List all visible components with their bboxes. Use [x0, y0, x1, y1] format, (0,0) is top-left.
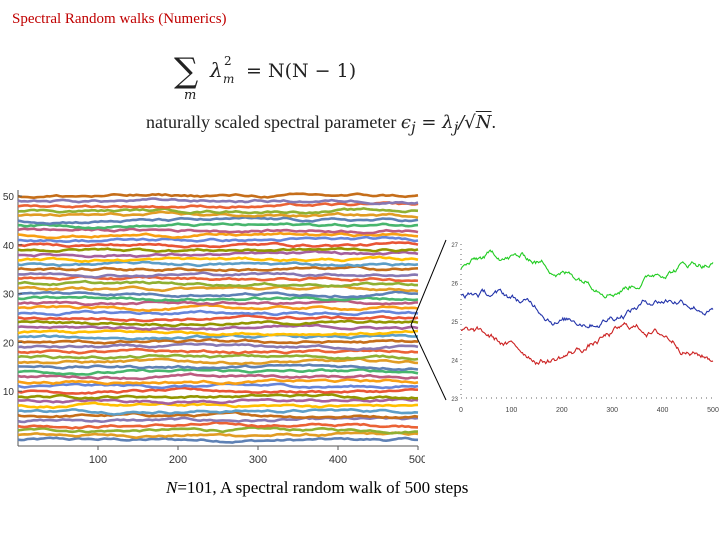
- walk-line: [17, 353, 419, 361]
- walk-line: [17, 431, 419, 440]
- param-eps-sub: j: [410, 118, 416, 137]
- walk-line: [17, 197, 419, 206]
- walk-line: [17, 323, 419, 331]
- walk-line: [17, 241, 419, 249]
- y-tick-label: 50: [3, 192, 15, 203]
- walk-line: [17, 247, 419, 253]
- y-tick-label: 10: [3, 387, 15, 398]
- walk-line: [17, 264, 419, 273]
- walk-line: [17, 309, 419, 317]
- inset-x-tick-label: 200: [556, 407, 568, 414]
- walk-line: [17, 408, 419, 416]
- walk-line: [17, 271, 419, 279]
- walk-line: [17, 436, 418, 444]
- walk-line: [17, 260, 419, 268]
- walk-line: [17, 357, 419, 366]
- walk-line: [17, 342, 419, 352]
- param-n: N: [475, 112, 492, 133]
- walk-line: [18, 284, 419, 293]
- walk-line: [17, 201, 419, 210]
- walk-line: [17, 368, 419, 376]
- x-tick-label: 100: [89, 454, 107, 465]
- walk-line: [17, 319, 419, 328]
- walk-line: [17, 337, 419, 345]
- walk-line: [18, 222, 419, 230]
- inset-x-tick-label: 500: [707, 407, 719, 414]
- y-tick-label: 30: [3, 290, 15, 301]
- param-eq: = λ: [415, 112, 454, 133]
- inset-zoom-chart: 0 100 200 300 400 500 23 24 25 26 27: [451, 243, 719, 414]
- inset-x-tick-label: 100: [506, 407, 518, 414]
- x-tick-label: 500: [409, 454, 425, 465]
- sum-formula: ∑ m λ 2 m = N(N − 1): [174, 51, 356, 102]
- walk-line: [17, 426, 419, 435]
- walk-line: [17, 386, 419, 395]
- walk-line: [17, 290, 419, 299]
- walk-line: [17, 207, 419, 215]
- param-end: .: [491, 112, 497, 132]
- param-lambda-sub: j: [453, 118, 459, 137]
- inset-y-tick-label: 24: [451, 359, 458, 365]
- lambda-var: λ: [209, 58, 223, 82]
- walk-line: [17, 279, 418, 288]
- sum-index: m: [184, 88, 196, 102]
- inset-walk-blue: [460, 288, 714, 329]
- inset-x-tick-label: 400: [657, 407, 669, 414]
- caption-text: =101, A spectral random walk of 500 step…: [177, 478, 469, 497]
- walk-line: [17, 231, 419, 240]
- walk-line: [17, 227, 419, 235]
- param-text: naturally scaled spectral parameter: [146, 112, 401, 132]
- walk-line: [17, 329, 419, 337]
- y-tick-label: 20: [3, 338, 15, 349]
- param-div: /√: [458, 112, 476, 133]
- figure-caption: N=101, A spectral random walk of 500 ste…: [166, 478, 468, 498]
- x-tick-label: 400: [329, 454, 347, 465]
- sum-symbol: ∑: [174, 51, 198, 91]
- walk-line: [17, 416, 419, 424]
- walk-line: [17, 401, 419, 410]
- y-tick-label: 40: [3, 241, 15, 252]
- walk-line: [17, 192, 419, 199]
- inset-walk-red: [460, 321, 714, 366]
- walk-line: [17, 303, 419, 313]
- page-title: Spectral Random walks (Numerics): [12, 11, 227, 27]
- spectral-parameter-line: naturally scaled spectral parameter ϵj =…: [146, 112, 496, 137]
- walk-line: [18, 235, 419, 243]
- formula-rhs: = N(N − 1): [246, 60, 356, 82]
- lambda-sup: 2: [224, 54, 232, 68]
- caption-n: N: [166, 478, 178, 497]
- walk-line: [17, 255, 419, 263]
- walk-line: [17, 295, 419, 302]
- main-walk-chart: 100 200 300 400 500 10 20 30 40 50: [3, 190, 425, 465]
- inset-y-tick-label: 23: [451, 397, 458, 403]
- walk-line: [17, 421, 419, 430]
- walk-line: [17, 314, 419, 323]
- inset-x-tick-label: 300: [606, 407, 618, 414]
- lambda-sub: m: [223, 72, 234, 86]
- walk-line: [17, 372, 419, 381]
- inset-y-tick-label: 25: [451, 320, 458, 326]
- walk-line: [17, 393, 419, 401]
- x-tick-label: 200: [169, 454, 187, 465]
- inset-x-tick-label: 0: [459, 407, 463, 414]
- inset-y-tick-label: 27: [451, 243, 458, 249]
- walk-line: [17, 249, 419, 259]
- walk-line: [17, 363, 419, 372]
- inset-y-tick-label: 26: [451, 282, 458, 288]
- walk-line: [17, 210, 419, 219]
- walk-line: [17, 333, 419, 341]
- inset-walk-green: [460, 249, 714, 299]
- walk-line: [17, 397, 419, 405]
- walk-line: [17, 216, 419, 226]
- walk-line: [17, 299, 419, 307]
- param-eps: ϵ: [400, 112, 411, 133]
- walk-line: [17, 378, 419, 386]
- x-tick-label: 300: [249, 454, 267, 465]
